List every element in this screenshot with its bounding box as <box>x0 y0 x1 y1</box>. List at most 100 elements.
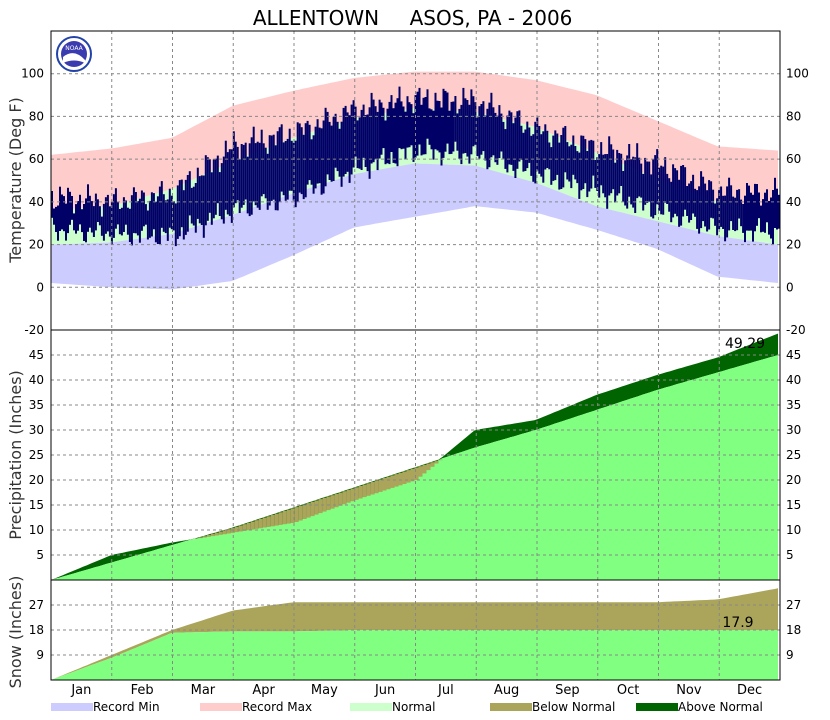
daily-temp-bar <box>360 109 363 170</box>
daily-temp-bar <box>136 201 139 236</box>
temperature-axis-label: Temperature (Deg F) <box>6 97 25 264</box>
precip-below-normal-segment <box>418 466 423 477</box>
daily-temp-bar <box>374 106 377 160</box>
daily-temp-bar <box>666 173 669 204</box>
precip-below-normal-segment <box>402 471 407 484</box>
legend-swatch <box>51 703 93 711</box>
daily-temp-bar <box>552 135 555 181</box>
daily-temp-bar <box>94 193 97 231</box>
daily-temp-bar <box>88 195 91 228</box>
daily-temp-bar <box>314 126 317 189</box>
daily-temp-bar <box>282 142 285 196</box>
daily-temp-bar <box>732 196 735 230</box>
daily-temp-bar <box>210 172 213 225</box>
daily-temp-bar <box>188 171 191 216</box>
daily-temp-bar <box>276 131 279 211</box>
daily-temp-bar <box>256 141 259 208</box>
daily-temp-bar <box>534 121 537 184</box>
daily-temp-bar <box>644 157 647 205</box>
precip-below-normal-segment <box>302 504 307 519</box>
daily-temp-bar <box>446 92 449 144</box>
daily-temp-bar <box>432 110 435 160</box>
daily-temp-bar <box>580 135 583 191</box>
precip-below-normal-segment <box>314 500 319 515</box>
daily-temp-bar <box>386 108 389 164</box>
daily-temp-bar <box>320 128 323 195</box>
daily-temp-bar <box>55 206 57 232</box>
precip-below-normal-segment <box>318 499 323 514</box>
daily-temp-bar <box>252 126 255 202</box>
daily-temp-bar <box>388 101 391 165</box>
precip-tick-label: 5 <box>786 548 794 562</box>
daily-temp-bar <box>390 95 393 152</box>
month-label: Apr <box>252 683 275 698</box>
daily-temp-bar <box>594 160 597 188</box>
daily-temp-bar <box>516 111 519 169</box>
daily-temp-bar <box>646 161 649 203</box>
daily-temp-bar <box>686 186 689 216</box>
precip-below-normal-segment <box>370 482 375 495</box>
daily-temp-bar <box>400 101 403 150</box>
daily-temp-bar <box>92 206 95 237</box>
daily-temp-bar <box>100 216 103 236</box>
daily-temp-bar <box>176 185 179 239</box>
daily-temp-bar <box>734 197 737 232</box>
precip-below-normal-segment <box>390 475 395 488</box>
daily-temp-bar <box>104 197 107 234</box>
daily-temp-bar <box>330 125 333 182</box>
daily-temp-bar <box>266 153 269 210</box>
daily-temp-bar <box>258 142 261 210</box>
daily-temp-bar <box>500 113 503 152</box>
daily-temp-bar <box>438 101 441 153</box>
daily-temp-bar <box>442 88 445 158</box>
precip-below-normal-segment <box>330 495 335 509</box>
daily-temp-bar <box>114 188 117 229</box>
snow-departure-band <box>51 588 778 680</box>
legend-label: Record Max <box>242 700 312 714</box>
daily-temp-bar <box>348 115 351 183</box>
daily-temp-bar <box>83 204 85 241</box>
daily-temp-bar <box>556 133 559 175</box>
precip-tick-label: 5 <box>36 548 44 562</box>
precip-below-normal-segment <box>290 508 295 523</box>
daily-temp-bar <box>242 144 245 205</box>
daily-temp-bar <box>90 201 93 233</box>
daily-temp-bar <box>522 132 525 172</box>
temp-tick-label: -20 <box>786 323 806 337</box>
daily-temp-bar <box>492 107 495 156</box>
precip-below-normal-segment <box>310 501 315 517</box>
precip-tick-label: 10 <box>29 523 44 537</box>
daily-temp-bar <box>544 124 547 170</box>
daily-temp-bar <box>638 157 641 197</box>
daily-temp-bar <box>118 209 121 235</box>
daily-temp-bar <box>124 200 127 225</box>
precip-below-normal-segment <box>406 470 411 483</box>
daily-temp-bar <box>772 190 774 245</box>
daily-temp-bar <box>482 101 485 152</box>
daily-temp-bar <box>268 135 271 206</box>
daily-temp-bar <box>602 154 605 194</box>
daily-temp-bar <box>542 131 545 183</box>
daily-temp-bar <box>770 197 772 239</box>
daily-temp-bar <box>352 100 355 168</box>
daily-temp-bar <box>126 207 129 235</box>
daily-temp-bar <box>262 143 265 195</box>
precip-below-normal-segment <box>274 513 279 526</box>
daily-temp-bar <box>392 108 395 163</box>
daily-temp-bar <box>378 99 381 159</box>
legend-label: Normal <box>392 700 435 714</box>
daily-temp-bar <box>294 140 297 208</box>
daily-temp-bar <box>194 183 197 233</box>
snow-tick-label: 9 <box>786 648 794 662</box>
daily-temp-bar <box>426 89 429 139</box>
daily-temp-bar <box>370 92 373 164</box>
daily-temp-bar <box>372 99 375 163</box>
daily-temp-bar <box>688 183 691 223</box>
daily-temp-bar <box>334 113 337 168</box>
daily-temp-bar <box>510 112 513 165</box>
precip-below-normal-segment <box>234 526 239 533</box>
daily-temp-bar <box>192 186 195 226</box>
precip-below-normal-segment <box>282 511 287 525</box>
daily-temp-bar <box>702 176 705 222</box>
daily-temp-bar <box>308 124 311 181</box>
